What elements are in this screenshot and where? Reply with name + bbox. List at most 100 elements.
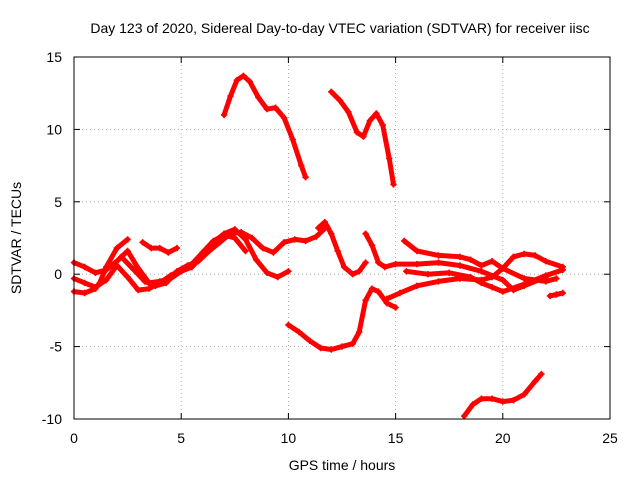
- data-point: [373, 110, 380, 117]
- data-point: [553, 291, 560, 298]
- x-tick-label: 0: [70, 430, 78, 446]
- y-tick-label: 5: [54, 194, 62, 210]
- data-point: [317, 344, 324, 352]
- data-point: [328, 346, 335, 353]
- data-point: [184, 262, 191, 269]
- data-point: [390, 181, 397, 188]
- data-point: [368, 242, 376, 249]
- data-point: [238, 229, 245, 236]
- y-tick-label: 0: [54, 266, 62, 282]
- data-point: [124, 236, 131, 243]
- data-point: [165, 249, 172, 256]
- data-point: [499, 276, 506, 284]
- data-point: [216, 239, 223, 246]
- y-axis-label: SDTVAR / TECUs: [8, 182, 24, 294]
- data-point: [435, 278, 442, 285]
- data-point: [291, 236, 298, 243]
- data-point: [135, 286, 142, 294]
- x-axis-label: GPS time / hours: [289, 457, 396, 473]
- data-point: [553, 275, 560, 282]
- data-point: [92, 284, 99, 291]
- data-point: [280, 239, 288, 246]
- data-point: [280, 114, 288, 121]
- data-point: [521, 391, 528, 398]
- data-point: [488, 258, 496, 265]
- series-line: [403, 267, 566, 295]
- data-point: [349, 271, 356, 278]
- data-point: [227, 92, 234, 100]
- data-point: [334, 247, 341, 255]
- data-point: [103, 263, 110, 271]
- data-point: [413, 247, 421, 255]
- data-point: [285, 268, 292, 275]
- data-point: [488, 273, 496, 281]
- x-tick-label: 20: [495, 430, 511, 446]
- data-point: [356, 328, 363, 336]
- data-point: [424, 271, 431, 278]
- data-point: [248, 234, 256, 242]
- data-point: [531, 252, 539, 259]
- data-point: [542, 258, 549, 265]
- data-point: [413, 282, 421, 289]
- data-point: [130, 266, 138, 274]
- data-point: [295, 328, 303, 336]
- data-point: [362, 297, 369, 304]
- x-tick-label: 5: [177, 430, 185, 446]
- data-point: [263, 269, 271, 276]
- data-point: [81, 263, 88, 271]
- data-point: [456, 262, 464, 269]
- data-point: [435, 252, 442, 259]
- data-point: [392, 260, 399, 268]
- data-point: [163, 279, 170, 287]
- data-point: [478, 395, 485, 402]
- data-point: [306, 337, 313, 344]
- data-point: [345, 108, 352, 116]
- data-point: [386, 155, 393, 162]
- data-point: [362, 259, 369, 266]
- data-point: [521, 250, 528, 258]
- data-point: [152, 282, 159, 289]
- data-point: [499, 265, 506, 272]
- data-point: [321, 218, 328, 226]
- data-point: [542, 272, 549, 279]
- data-point: [379, 121, 386, 129]
- data-point: [302, 174, 309, 181]
- y-tick-label: -5: [50, 339, 63, 355]
- data-point: [118, 253, 125, 260]
- data-point: [113, 262, 121, 269]
- series-arc-9: [285, 285, 399, 353]
- data-point: [446, 269, 453, 276]
- grid-lines: [74, 57, 610, 419]
- data-point: [368, 285, 376, 292]
- data-point: [521, 281, 528, 288]
- data-point: [488, 284, 496, 291]
- y-tick-label: -10: [42, 411, 62, 427]
- data-point: [92, 269, 99, 276]
- data-point: [531, 378, 539, 385]
- data-point: [242, 247, 249, 255]
- data-point: [461, 412, 468, 420]
- data-point: [195, 258, 202, 265]
- data-point: [231, 234, 238, 242]
- data-point: [353, 129, 361, 136]
- data-point: [156, 244, 163, 252]
- data-point: [349, 340, 356, 347]
- chart-title: Day 123 of 2020, Sidereal Day-to-day VTE…: [90, 20, 589, 36]
- data-point: [403, 268, 410, 275]
- data-point: [366, 117, 374, 124]
- series-line: [363, 231, 549, 293]
- data-point: [559, 289, 566, 297]
- series-line: [221, 73, 309, 180]
- data-point: [148, 244, 155, 252]
- data-point: [538, 370, 545, 378]
- data-point: [113, 244, 121, 252]
- series-layer: [70, 72, 566, 420]
- data-point: [383, 295, 391, 302]
- data-point: [145, 285, 153, 292]
- data-point: [362, 230, 369, 237]
- data-point: [499, 288, 506, 295]
- series-arc-14: [546, 289, 566, 300]
- data-point: [246, 78, 253, 85]
- data-point: [124, 247, 131, 255]
- data-point: [392, 304, 399, 311]
